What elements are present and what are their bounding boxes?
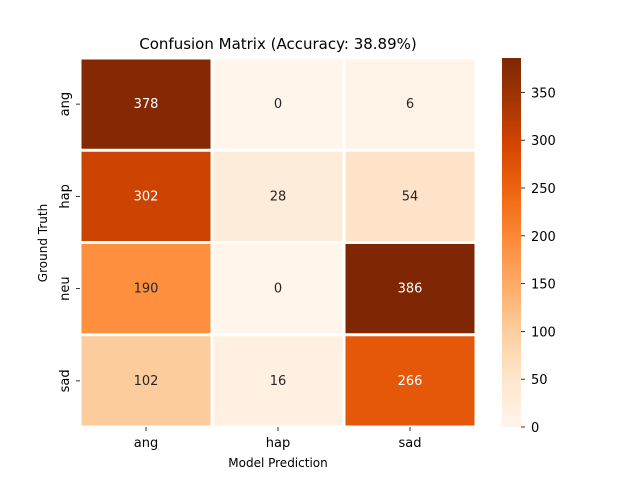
cell-value-label: 0 bbox=[274, 97, 282, 112]
colorbar-tick-label: 100 bbox=[531, 325, 556, 340]
cell-value-label: 16 bbox=[270, 374, 287, 389]
y-axis-ticks: ang hap neu sad bbox=[58, 92, 80, 392]
colorbar-tick-label: 350 bbox=[531, 86, 556, 101]
cell-value-label: 190 bbox=[134, 282, 159, 297]
heatmap-cell bbox=[213, 59, 343, 149]
cell-value-label: 302 bbox=[134, 189, 159, 204]
heatmap-cell bbox=[81, 244, 211, 334]
x-axis-label: Model Prediction bbox=[228, 456, 327, 470]
colorbar-tick-label: 50 bbox=[531, 373, 548, 388]
colorbar-tick-label: 150 bbox=[531, 278, 556, 293]
heatmap-cell bbox=[213, 151, 343, 241]
heatmap-cells bbox=[81, 59, 475, 426]
x-tick-label: sad bbox=[399, 436, 422, 451]
colorbar bbox=[502, 58, 521, 427]
colorbar-ticks: 0 50 100 150 200 250 300 350 bbox=[521, 86, 556, 436]
x-axis-ticks: ang hap sad bbox=[134, 427, 422, 451]
colorbar-tick-label: 0 bbox=[531, 421, 539, 436]
heatmap-cell bbox=[81, 336, 211, 426]
colorbar-tick-label: 300 bbox=[531, 134, 556, 149]
y-tick-label: ang bbox=[58, 92, 73, 116]
cell-value-label: 378 bbox=[134, 97, 159, 112]
heatmap-cell bbox=[345, 244, 475, 334]
heatmap-cell bbox=[345, 151, 475, 241]
cell-value-label: 266 bbox=[398, 374, 423, 389]
y-axis-label: Ground Truth bbox=[36, 204, 50, 282]
cell-value-label: 386 bbox=[398, 282, 423, 297]
cell-annotations: 378 0 6 302 28 54 190 0 386 102 16 266 bbox=[134, 97, 423, 389]
cell-value-label: 28 bbox=[270, 189, 287, 204]
x-tick-label: hap bbox=[266, 436, 290, 451]
cell-value-label: 0 bbox=[274, 282, 282, 297]
chart-title: Confusion Matrix (Accuracy: 38.89%) bbox=[139, 35, 417, 53]
colorbar-tick-label: 250 bbox=[531, 182, 556, 197]
y-tick-label: neu bbox=[58, 276, 73, 300]
heatmap-cell bbox=[81, 59, 211, 149]
heatmap-cell bbox=[345, 59, 475, 149]
heatmap-cell bbox=[213, 244, 343, 334]
colorbar-tick-label: 200 bbox=[531, 230, 556, 245]
cell-value-label: 54 bbox=[402, 189, 419, 204]
cell-value-label: 6 bbox=[406, 97, 414, 112]
cell-value-label: 102 bbox=[134, 374, 159, 389]
heatmap-cell bbox=[345, 336, 475, 426]
heatmap-cell bbox=[213, 336, 343, 426]
heatmap-cell bbox=[81, 151, 211, 241]
y-tick-label: hap bbox=[58, 184, 73, 208]
y-tick-label: sad bbox=[58, 369, 73, 392]
x-tick-label: ang bbox=[134, 436, 158, 451]
